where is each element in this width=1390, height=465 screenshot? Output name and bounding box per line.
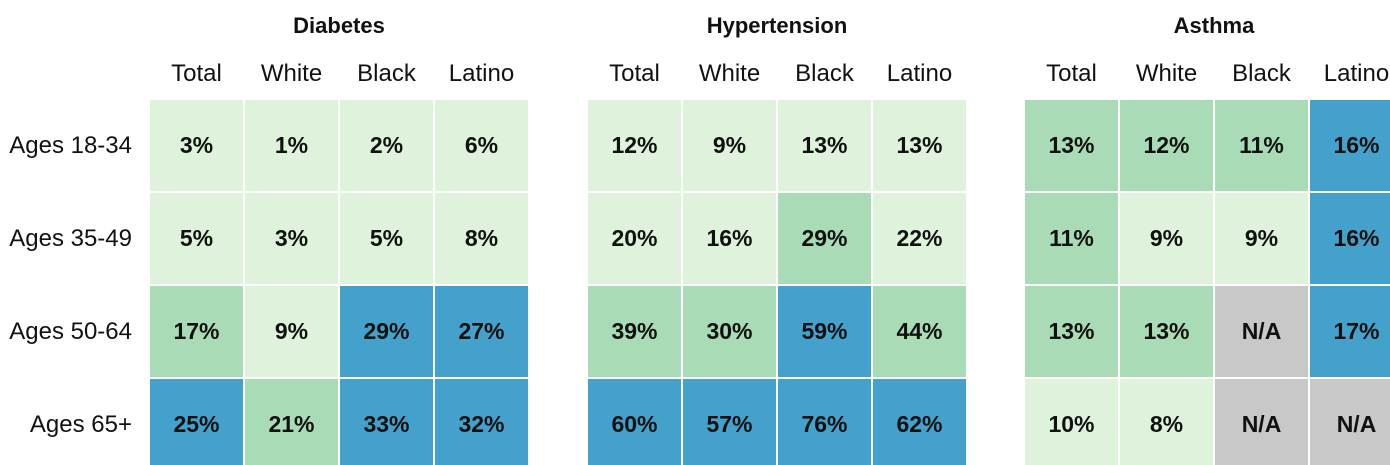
cell: 13% bbox=[1025, 100, 1118, 191]
column-header: White bbox=[260, 60, 323, 87]
group-title: Asthma bbox=[1173, 13, 1255, 38]
cell: 9% bbox=[683, 100, 776, 191]
row-label: Ages 50-64 bbox=[9, 317, 132, 345]
cell: 33% bbox=[340, 379, 433, 465]
cell: 8% bbox=[1120, 379, 1213, 465]
cell: 13% bbox=[873, 100, 966, 191]
cell: 12% bbox=[588, 100, 681, 191]
cell: 29% bbox=[340, 286, 433, 377]
cell: 44% bbox=[873, 286, 966, 377]
column-header: Total bbox=[171, 60, 222, 87]
cell: 10% bbox=[1025, 379, 1118, 465]
cell: 16% bbox=[1310, 193, 1390, 284]
cell: 21% bbox=[245, 379, 338, 465]
cell: 39% bbox=[588, 286, 681, 377]
cell: 76% bbox=[778, 379, 871, 465]
cell: 22% bbox=[873, 193, 966, 284]
cell: 57% bbox=[683, 379, 776, 465]
cell: 11% bbox=[1215, 100, 1308, 191]
row-label: Ages 18-34 bbox=[9, 131, 132, 159]
cell: 20% bbox=[588, 193, 681, 284]
cell: 30% bbox=[683, 286, 776, 377]
group-title: Hypertension bbox=[706, 13, 848, 38]
cell: 9% bbox=[245, 286, 338, 377]
cell: 5% bbox=[340, 193, 433, 284]
column-header: Black bbox=[1232, 60, 1291, 87]
column-header: Total bbox=[609, 60, 660, 87]
row-label: Ages 65+ bbox=[29, 410, 132, 438]
cell: 3% bbox=[245, 193, 338, 284]
cell: 6% bbox=[435, 100, 528, 191]
row-label: Ages 35-49 bbox=[9, 224, 132, 252]
cell: 27% bbox=[435, 286, 528, 377]
cell: N/A bbox=[1215, 286, 1308, 377]
cell: 16% bbox=[683, 193, 776, 284]
group-title: Diabetes bbox=[293, 13, 385, 38]
cell: 60% bbox=[588, 379, 681, 465]
cell: 9% bbox=[1120, 193, 1213, 284]
cell: 59% bbox=[778, 286, 871, 377]
cell: 13% bbox=[778, 100, 871, 191]
column-header: Total bbox=[1046, 60, 1097, 87]
cell: 29% bbox=[778, 193, 871, 284]
cell: 8% bbox=[435, 193, 528, 284]
cell: 3% bbox=[150, 100, 243, 191]
cell: 13% bbox=[1025, 286, 1118, 377]
column-header: Black bbox=[795, 60, 854, 87]
column-header: Latino bbox=[1323, 60, 1390, 87]
column-header: Latino bbox=[886, 60, 953, 87]
cell: 1% bbox=[245, 100, 338, 191]
column-header: White bbox=[1135, 60, 1198, 87]
cell: 13% bbox=[1120, 286, 1213, 377]
cell: 5% bbox=[150, 193, 243, 284]
cell: 9% bbox=[1215, 193, 1308, 284]
cell: 17% bbox=[1310, 286, 1390, 377]
column-header: Black bbox=[357, 60, 416, 87]
cell: 25% bbox=[150, 379, 243, 465]
cell: 11% bbox=[1025, 193, 1118, 284]
cell: N/A bbox=[1215, 379, 1308, 465]
column-header: Latino bbox=[448, 60, 515, 87]
cell: 17% bbox=[150, 286, 243, 377]
cell: 62% bbox=[873, 379, 966, 465]
cell: 2% bbox=[340, 100, 433, 191]
cell: 16% bbox=[1310, 100, 1390, 191]
cell: 32% bbox=[435, 379, 528, 465]
cell: N/A bbox=[1310, 379, 1390, 465]
cell: 12% bbox=[1120, 100, 1213, 191]
column-header: White bbox=[698, 60, 761, 87]
